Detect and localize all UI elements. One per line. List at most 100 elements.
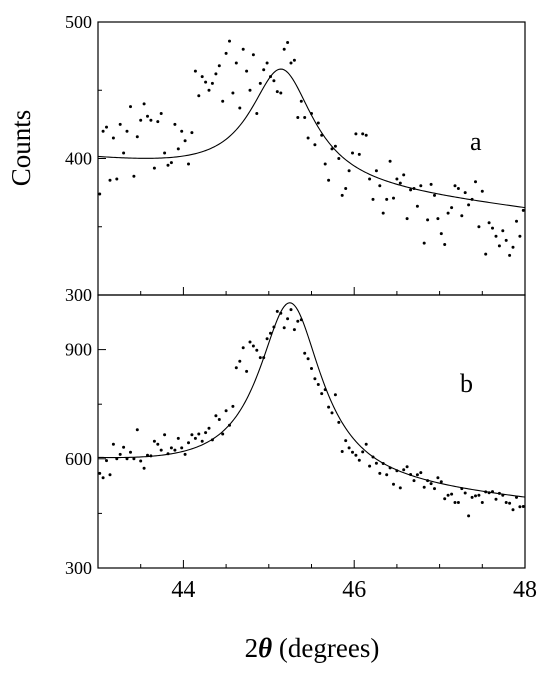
panel-a-data-point	[368, 177, 372, 181]
panel-a-data-point	[313, 143, 317, 147]
panel-a-data-point	[316, 121, 320, 125]
panel-b-data-point	[351, 450, 354, 454]
panel-b-data-point	[398, 486, 402, 490]
y-axis-label: Counts	[6, 110, 36, 187]
x-tick-label: 48	[513, 577, 537, 603]
panel-a-data-point	[494, 234, 498, 238]
panel-a-data-point	[286, 41, 290, 44]
panel-a-data-point	[248, 88, 252, 92]
panel-b-data-point	[224, 409, 228, 413]
panel-b-data-point	[296, 319, 300, 323]
panel-a-data-point	[415, 204, 419, 208]
panel-a-data-point	[176, 147, 180, 151]
panel-b-data-point	[405, 465, 409, 469]
panel-b-data-point	[385, 473, 389, 477]
panel-b-data-point	[487, 491, 491, 495]
panel-a-data-point	[439, 232, 443, 236]
panel-a-data-point	[200, 75, 204, 79]
panel-b-data-point	[511, 508, 515, 512]
panel-b-data-point	[156, 442, 160, 446]
panel-a-ytick-label: 300	[65, 285, 92, 305]
panel-a-data-point	[340, 193, 344, 197]
panel-a-data-point	[433, 193, 436, 197]
panel-b-data-point	[303, 351, 307, 355]
panel-b-data-point	[337, 420, 341, 424]
x-axis-label-prefix: 2	[245, 633, 259, 663]
panel-b-data-point	[105, 459, 108, 463]
panel-a-data-point	[258, 81, 262, 85]
panel-b-data-point	[333, 393, 337, 397]
panel-b-data-point	[463, 491, 467, 495]
panel-a-data-point	[156, 120, 160, 124]
panel-b-data-point	[361, 450, 365, 454]
panel-a-data-point	[210, 81, 214, 85]
panel-b-data-point	[344, 439, 348, 443]
panel-a-data-point	[467, 203, 471, 207]
panel-b-data-point	[364, 442, 368, 446]
panel-a-data-point	[515, 219, 518, 223]
panel-a-data-point	[333, 144, 337, 148]
panel-a-data-point	[115, 177, 119, 181]
panel-b-data-point	[381, 462, 385, 465]
panel-a-data-point	[279, 91, 283, 95]
panel-a-data-point	[354, 132, 358, 136]
panel-b-data-point	[245, 369, 249, 373]
panel-b-data-point	[279, 311, 283, 315]
panel-b-data-point	[480, 501, 484, 504]
panel-a-data-point	[508, 253, 512, 257]
panel-b-data-point	[269, 331, 272, 335]
panel-a-data-point	[269, 75, 272, 79]
panel-a-data-point	[381, 211, 385, 215]
panel-a-data-point	[491, 226, 494, 230]
panel-a-data-point	[402, 173, 406, 177]
panel-a-data-point	[392, 196, 395, 200]
panel-b-data-point	[491, 490, 494, 494]
panel-a-data-point	[204, 80, 208, 84]
panel-b-data-point	[176, 436, 180, 440]
panel-b-data-point	[275, 309, 279, 313]
panel-b-data-point	[443, 497, 447, 501]
panel-b-data-point	[306, 357, 310, 361]
panel-a-data-point	[409, 188, 413, 192]
panel-a-data-point	[101, 129, 105, 133]
panel-b-data-point	[436, 476, 440, 480]
panel-a-data-point	[330, 147, 334, 151]
panel-a-data-point	[166, 163, 170, 167]
panel-b-data-point	[139, 459, 143, 463]
panel-a-data-point	[361, 132, 365, 136]
panel-b-data-point	[122, 445, 126, 449]
panel-b-data-point	[395, 469, 399, 473]
panel-b-data-point	[180, 446, 184, 450]
panel-a-data-point	[289, 61, 293, 65]
panel-b-data-point	[292, 328, 296, 332]
panel-b-data-point	[115, 457, 119, 461]
panel-b-data-point	[429, 482, 433, 486]
panel-b-data-point	[470, 495, 474, 499]
panel-a-points	[98, 39, 525, 257]
panel-a-label: a	[470, 127, 482, 156]
panel-b-data-point	[412, 479, 416, 483]
panel-b-data-point	[340, 450, 344, 453]
panel-b-data-point	[289, 308, 293, 312]
panel-a-data-point	[214, 72, 218, 76]
panel-a-data-point	[395, 177, 399, 181]
panel-a-ytick-label: 500	[65, 12, 92, 32]
panel-a-data-point	[224, 51, 228, 55]
panel-b-data-point	[354, 453, 358, 457]
panel-a-fit-curve	[97, 68, 526, 209]
panel-b-data-point	[467, 514, 471, 518]
panel-b-axes: 300 600 900 44 46 48	[65, 294, 537, 603]
panel-a-data-point	[245, 69, 249, 73]
panel-a-data-point	[132, 174, 136, 178]
panel-a-data-point	[371, 197, 375, 201]
panel-a-axes: 300 400 500	[65, 12, 526, 305]
panel-b-data-point	[409, 473, 413, 476]
panel-b-data-point	[286, 317, 290, 321]
panel-a-data-point	[385, 197, 389, 201]
panel-a-data-point	[118, 122, 122, 126]
panel-b-data-point	[111, 442, 115, 446]
panel-b-data-point	[313, 377, 317, 381]
panel-b-data-point	[327, 405, 331, 409]
panel-b-data-point	[320, 392, 324, 396]
panel-a-data-point	[105, 125, 108, 129]
